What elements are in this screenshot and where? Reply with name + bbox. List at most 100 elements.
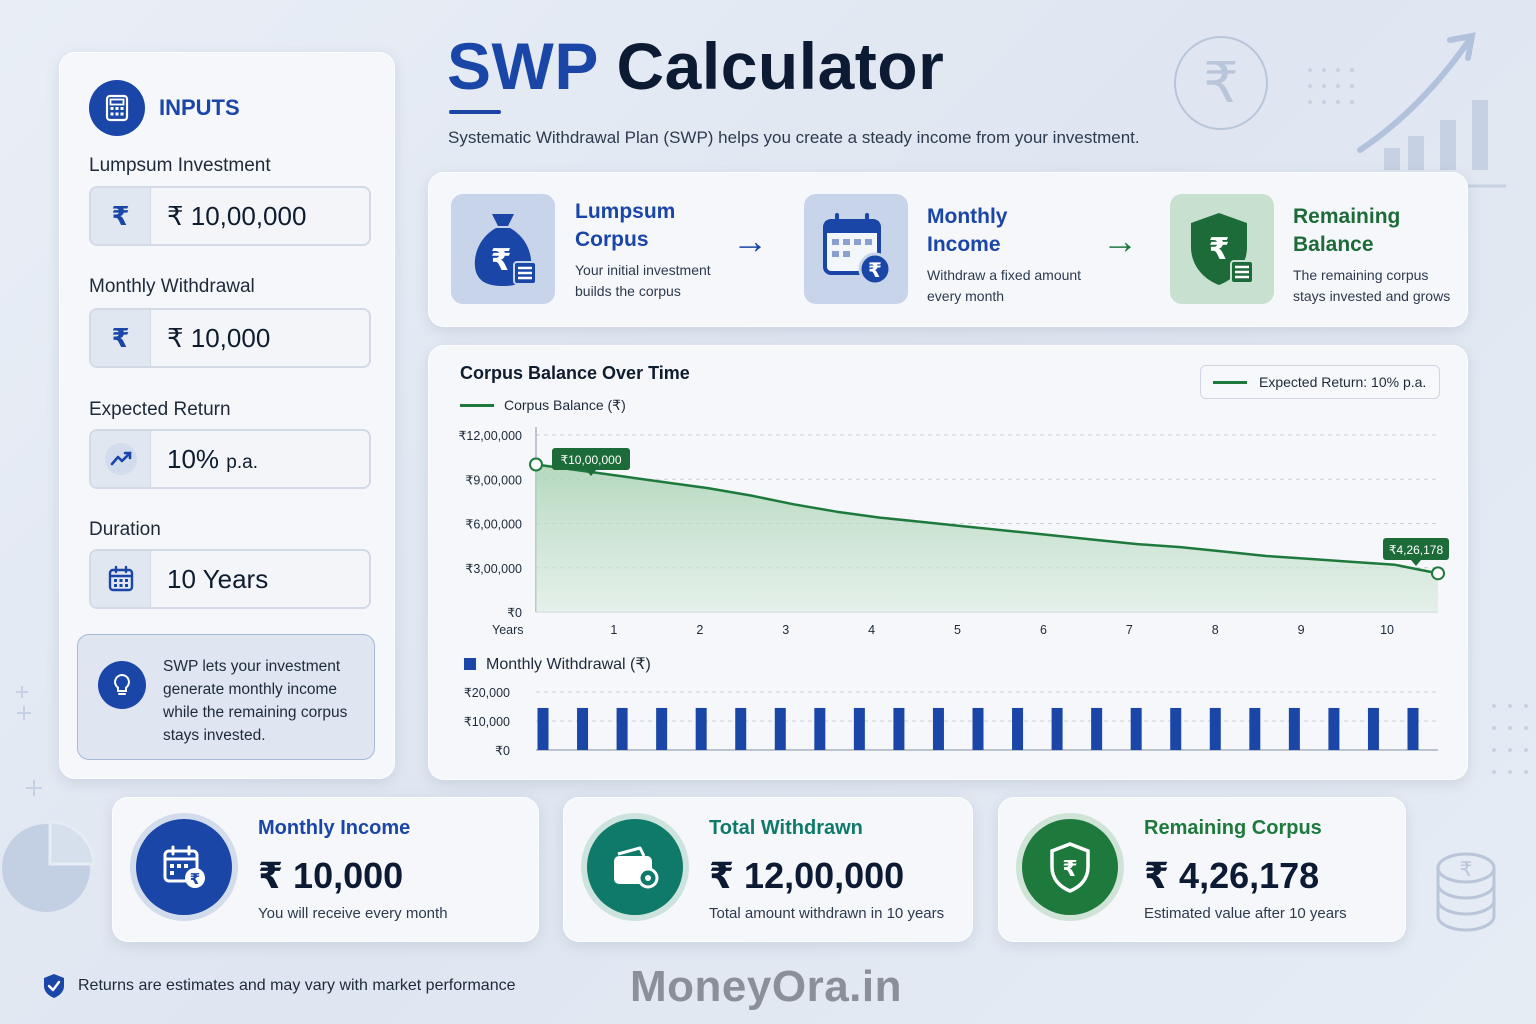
shield-rupee-icon: ₹: [1170, 194, 1274, 304]
corpus-chart: ₹12,00,000 ₹9,00,000 ₹6,00,000 ₹3,00,000 ₹0 Y…: [458, 427, 1449, 758]
expected-return-legend: Expected Return: 10% p.a.: [1200, 365, 1440, 399]
duration-field[interactable]: 10 Years: [89, 549, 371, 609]
shield-rupee-icon: ₹: [1022, 819, 1118, 915]
page-title: SWP Calculator: [447, 28, 944, 104]
withdrawal-legend-label: Monthly Withdrawal (₹): [486, 656, 651, 673]
inputs-title: INPUTS: [159, 95, 240, 120]
corpus-area: [536, 464, 1438, 612]
step1-desc: Your initial investment builds the corpu…: [575, 262, 711, 299]
page-title-swp: SWP: [447, 29, 598, 103]
withdrawal-bar: [774, 707, 786, 750]
summary-total-withdrawn-value: ₹ 12,00,000: [709, 855, 905, 896]
money-bag-icon: ₹: [451, 194, 555, 304]
calculator-icon: [89, 80, 145, 136]
withdrawal-bar: [1091, 707, 1103, 750]
summary-monthly-income-value: ₹ 10,000: [258, 855, 404, 896]
expected-return-value: 10% p.a.: [167, 444, 258, 475]
lumpsum-field[interactable]: ₹ ₹ 10,00,000: [89, 186, 371, 246]
svg-text:₹: ₹: [190, 870, 200, 888]
x-tick-label: 2: [696, 623, 703, 637]
summary-monthly-income-card: ₹ Monthly Income ₹ 10,000 You will recei…: [112, 797, 539, 942]
x-tick-label: 10: [1380, 623, 1394, 637]
calendar-rupee-icon: ₹: [136, 819, 232, 915]
lumpsum-value: ₹ 10,00,000: [167, 200, 307, 231]
growth-chart-decoration-icon: [1308, 32, 1506, 188]
step3-desc: The remaining corpus stays invested and …: [1293, 267, 1451, 304]
summary-total-withdrawn-desc: Total amount withdrawn in 10 years: [709, 905, 945, 922]
swp-flow-card: ₹ Lumpsum Corpus Your initial investment…: [428, 172, 1468, 327]
y-tick-label: ₹9,00,000: [465, 473, 522, 487]
withdrawal-bar: [1288, 707, 1300, 750]
monthly-withdrawal-label: Monthly Withdrawal: [89, 276, 255, 297]
x-axis-label: Years: [492, 623, 524, 637]
end-value-label: ₹4,26,178: [1389, 543, 1444, 557]
step3-title: Remaining Balance: [1293, 205, 1401, 256]
x-tick-label: 1: [610, 623, 617, 637]
y-tick-label: ₹6,00,000: [465, 518, 522, 532]
svg-text:₹: ₹: [1203, 51, 1239, 116]
coin-stack-decoration-icon: ₹: [1436, 852, 1496, 932]
corpus-line: [535, 463, 1439, 575]
expected-return-field[interactable]: 10% p.a.: [89, 429, 371, 489]
bar-y-tick-label: ₹0: [495, 744, 510, 758]
dot-grid-decoration-icon: [1492, 704, 1528, 774]
withdrawal-bar: [1012, 707, 1024, 750]
y-tick-label: ₹0: [507, 606, 522, 620]
withdrawal-bar: [616, 707, 628, 750]
rupee-icon: ₹: [91, 188, 151, 244]
monthly-withdrawal-value: ₹ 10,000: [167, 322, 271, 353]
disclaimer-note: Returns are estimates and may vary with …: [42, 972, 516, 1000]
chart-title: Corpus Balance Over Time: [460, 363, 690, 383]
withdrawal-bar: [1130, 707, 1142, 750]
expected-return-label: Expected Return: [89, 399, 231, 420]
arrow-right-icon: →: [732, 220, 768, 261]
sparkle-decoration-icon: [16, 686, 42, 796]
x-tick-label: 6: [1040, 623, 1047, 637]
corpus-legend-swatch: [460, 404, 494, 407]
withdrawal-bar: [1328, 707, 1340, 750]
svg-text:₹: ₹: [1062, 857, 1077, 882]
summary-total-withdrawn-title: Total Withdrawn: [709, 817, 863, 839]
step2-title: Monthly Income: [927, 205, 1008, 256]
svg-text:₹: ₹: [868, 258, 882, 282]
withdrawal-bar: [972, 707, 984, 750]
x-tick-label: 4: [868, 623, 875, 637]
x-tick-label: 7: [1126, 623, 1133, 637]
monthly-withdrawal-field[interactable]: ₹ ₹ 10,000: [89, 308, 371, 368]
svg-text:₹: ₹: [1460, 857, 1473, 881]
trend-up-icon: [91, 431, 151, 487]
inputs-panel: INPUTS Lumpsum Investment ₹ ₹ 10,00,000 …: [59, 52, 395, 779]
step1-title: Lumpsum Corpus: [575, 200, 676, 251]
x-tick-label: 5: [954, 623, 961, 637]
info-tip-box: SWP lets your investment generate monthl…: [77, 634, 375, 760]
start-value-label-pointer: [586, 470, 596, 476]
withdrawal-bar: [577, 707, 589, 750]
summary-remaining-corpus-desc: Estimated value after 10 years: [1144, 905, 1347, 922]
end-value-label-bg: [1383, 538, 1449, 560]
y-tick-label: ₹3,00,000: [465, 562, 522, 576]
x-tick-label: 8: [1212, 623, 1219, 637]
rupee-icon: ₹: [91, 310, 151, 366]
withdrawal-bar: [1209, 707, 1221, 750]
inputs-header: INPUTS: [89, 80, 240, 136]
start-point: [529, 457, 543, 472]
expected-return-percent: 10%: [167, 443, 220, 474]
summary-remaining-corpus-value: ₹ 4,26,178: [1144, 855, 1320, 896]
title-underline: [449, 110, 501, 114]
start-value-label-bg: [552, 448, 630, 470]
withdrawal-bar: [1051, 707, 1063, 750]
start-value-label: ₹10,00,000: [560, 453, 621, 467]
withdrawal-bar: [814, 707, 826, 750]
bar-y-tick-label: ₹20,000: [464, 686, 510, 700]
disclaimer-text: Returns are estimates and may vary with …: [78, 977, 516, 994]
calendar-icon: [91, 551, 151, 607]
brand-watermark: MoneyOra.in: [630, 962, 902, 1011]
wallet-icon: [587, 819, 683, 915]
end-point: [1431, 566, 1445, 581]
y-tick-label: ₹12,00,000: [458, 429, 522, 443]
shield-check-icon: [44, 974, 64, 998]
expected-return-legend-swatch: [1213, 380, 1247, 384]
withdrawal-bar: [932, 707, 944, 750]
summary-monthly-income-title: Monthly Income: [258, 817, 411, 839]
summary-remaining-corpus-card: ₹ Remaining Corpus ₹ 4,26,178 Estimated …: [998, 797, 1406, 942]
